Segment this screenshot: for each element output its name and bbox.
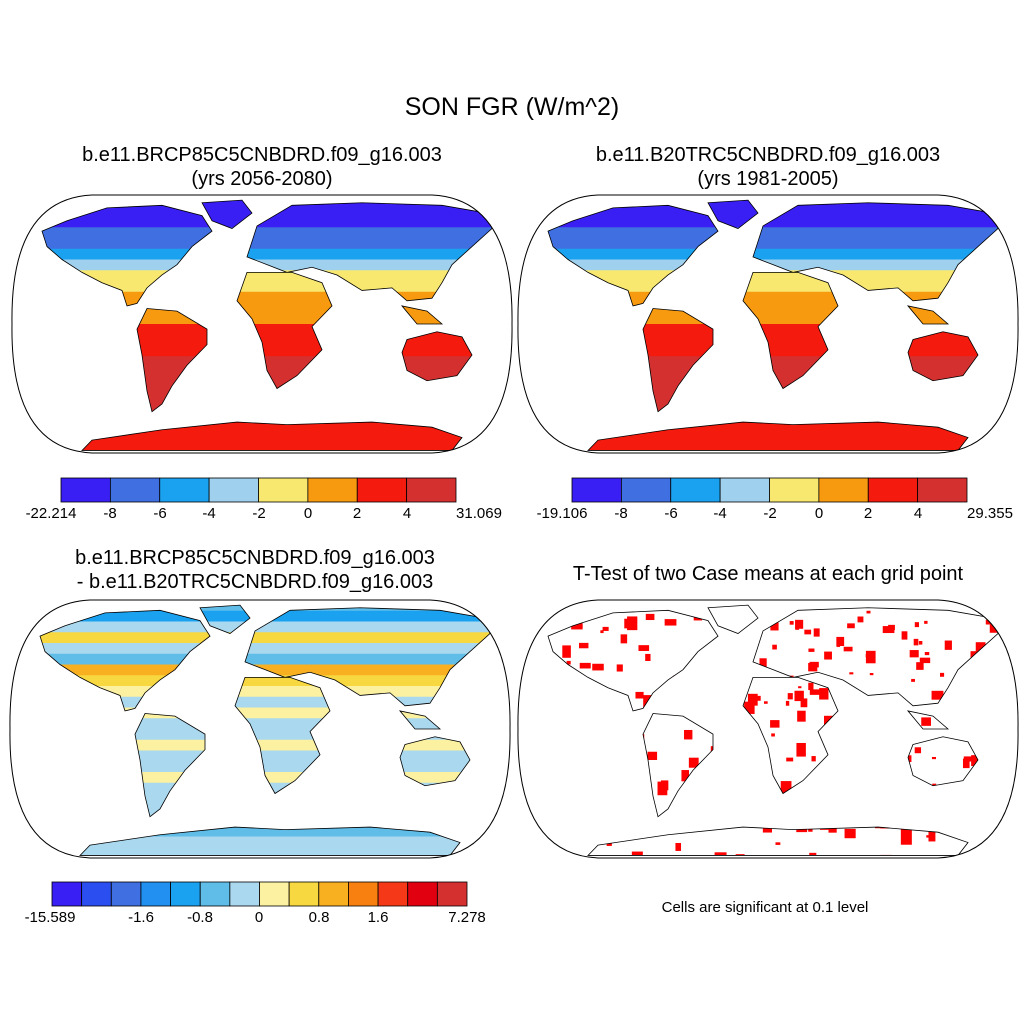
case2-colorbar-label: 29.355 (967, 505, 1013, 522)
case2-colorbar-box (670, 477, 721, 503)
case2-colorbar-label: -2 (763, 505, 777, 522)
case2-colorbar-label: -19.106 (536, 505, 588, 522)
case1-colorbar-box (258, 477, 309, 503)
case1-colorbar-box (356, 477, 408, 503)
case1-colorbar-label: -6 (153, 505, 167, 522)
ttest-significance-note: Cells are significant at 0.1 level (661, 899, 869, 916)
panel-title-case1-line1: b.e11.BRCP85C5CNBDRD.f09_g16.003 (82, 144, 442, 166)
diff-colorbar (51, 881, 468, 907)
case2-colorbar-box (818, 477, 869, 503)
case1-colorbar-label: 2 (352, 505, 362, 522)
case1-colorbar-box (60, 477, 111, 503)
case1-colorbar-label: -8 (103, 505, 117, 522)
panel-title-case1-line2: (yrs 2056-2080) (191, 168, 333, 190)
diff-antarctica (80, 827, 460, 856)
diff-colorbar-label: -0.8 (187, 909, 213, 926)
ttest-map-frame (517, 599, 1019, 859)
diff-colorbar-label: 7.278 (448, 909, 486, 926)
case1-colorbar-label: -2 (252, 505, 266, 522)
panel-title-case2: b.e11.B20TRC5CNBDRD.f09_g16.003 (yrs 198… (518, 143, 1018, 191)
diff-colorbar-box (259, 881, 290, 907)
case2-colorbar-box (571, 477, 622, 503)
panel-title-case2-line2: (yrs 1981-2005) (697, 168, 839, 190)
case2-colorbar (571, 477, 968, 503)
diff-africa (235, 677, 330, 794)
diff-colorbar-label: -1.6 (128, 909, 154, 926)
case1-africa (237, 272, 332, 389)
case2-colorbar-label: 2 (863, 505, 873, 522)
case2-colorbar-label: 4 (913, 505, 923, 522)
case1-colorbar-label: 4 (402, 505, 412, 522)
case2-namerica (548, 205, 718, 306)
case1-colorbar (60, 477, 457, 503)
panel-title-case1: b.e11.BRCP85C5CNBDRD.f09_g16.003 (yrs 20… (12, 143, 512, 191)
ttest-namerica (548, 610, 718, 711)
case2-map-frame (517, 194, 1019, 454)
case1-colorbar-box (307, 477, 358, 503)
figure-title: SON FGR (W/m^2) (404, 93, 620, 121)
diff-map-frame (9, 599, 511, 859)
diff-colorbar-box (318, 881, 349, 907)
panel-title-diff-line2: - b.e11.B20TRC5CNBDRD.f09_g16.003 (76, 571, 434, 593)
case2-colorbar-label: -4 (713, 505, 727, 522)
case2-africa (743, 272, 838, 389)
case1-colorbar-box (208, 477, 259, 503)
case2-colorbar-label: -8 (614, 505, 628, 522)
case1-colorbar-box (159, 477, 210, 503)
diff-colorbar-box (348, 881, 379, 907)
case2-colorbar-box (719, 477, 770, 503)
diff-colorbar-box (110, 881, 142, 907)
case2-map (517, 194, 1019, 454)
case1-colorbar-box (109, 477, 161, 503)
panel-title-diff: b.e11.BRCP85C5CNBDRD.f09_g16.003 - b.e11… (5, 546, 505, 594)
diff-colorbar-box (170, 881, 201, 907)
panel-title-ttest: T-Test of two Case means at each grid po… (518, 562, 1018, 586)
case2-colorbar-box (867, 477, 919, 503)
case1-colorbar-label: 31.069 (456, 505, 502, 522)
ttest-map (517, 599, 1019, 859)
diff-map (9, 599, 511, 859)
diff-colorbar-box (229, 881, 260, 907)
case1-colorbar-label: 0 (303, 505, 313, 522)
diff-colorbar-box (407, 881, 438, 907)
case1-colorbar-box (406, 477, 457, 503)
diff-colorbar-label: 1.6 (367, 909, 389, 926)
diff-colorbar-box (436, 881, 468, 907)
case2-colorbar-box (620, 477, 672, 503)
diff-colorbar-label: -15.589 (24, 909, 76, 926)
diff-colorbar-box (140, 881, 171, 907)
case2-colorbar-box (769, 477, 820, 503)
diff-colorbar-label: 0 (254, 909, 264, 926)
case1-map-frame (11, 194, 513, 454)
diff-colorbar-box (288, 881, 320, 907)
diff-colorbar-label: 0.8 (308, 909, 330, 926)
case2-colorbar-label: -6 (664, 505, 678, 522)
diff-colorbar-box (81, 881, 112, 907)
case2-colorbar-label: 0 (814, 505, 824, 522)
diff-colorbar-box (377, 881, 409, 907)
case2-colorbar-box (917, 477, 968, 503)
case2-antarctica (588, 422, 968, 451)
diff-colorbar-box (51, 881, 83, 907)
case1-antarctica (82, 422, 462, 451)
diff-colorbar-box (199, 881, 231, 907)
ttest-africa (743, 677, 838, 794)
panel-title-ttest-line1: T-Test of two Case means at each grid po… (572, 563, 964, 585)
panel-title-case2-line1: b.e11.B20TRC5CNBDRD.f09_g16.003 (595, 144, 941, 166)
case1-colorbar-label: -22.214 (25, 505, 77, 522)
panel-title-diff-line1: b.e11.BRCP85C5CNBDRD.f09_g16.003 (75, 547, 435, 569)
case1-colorbar-label: -4 (202, 505, 216, 522)
case1-map (11, 194, 513, 454)
